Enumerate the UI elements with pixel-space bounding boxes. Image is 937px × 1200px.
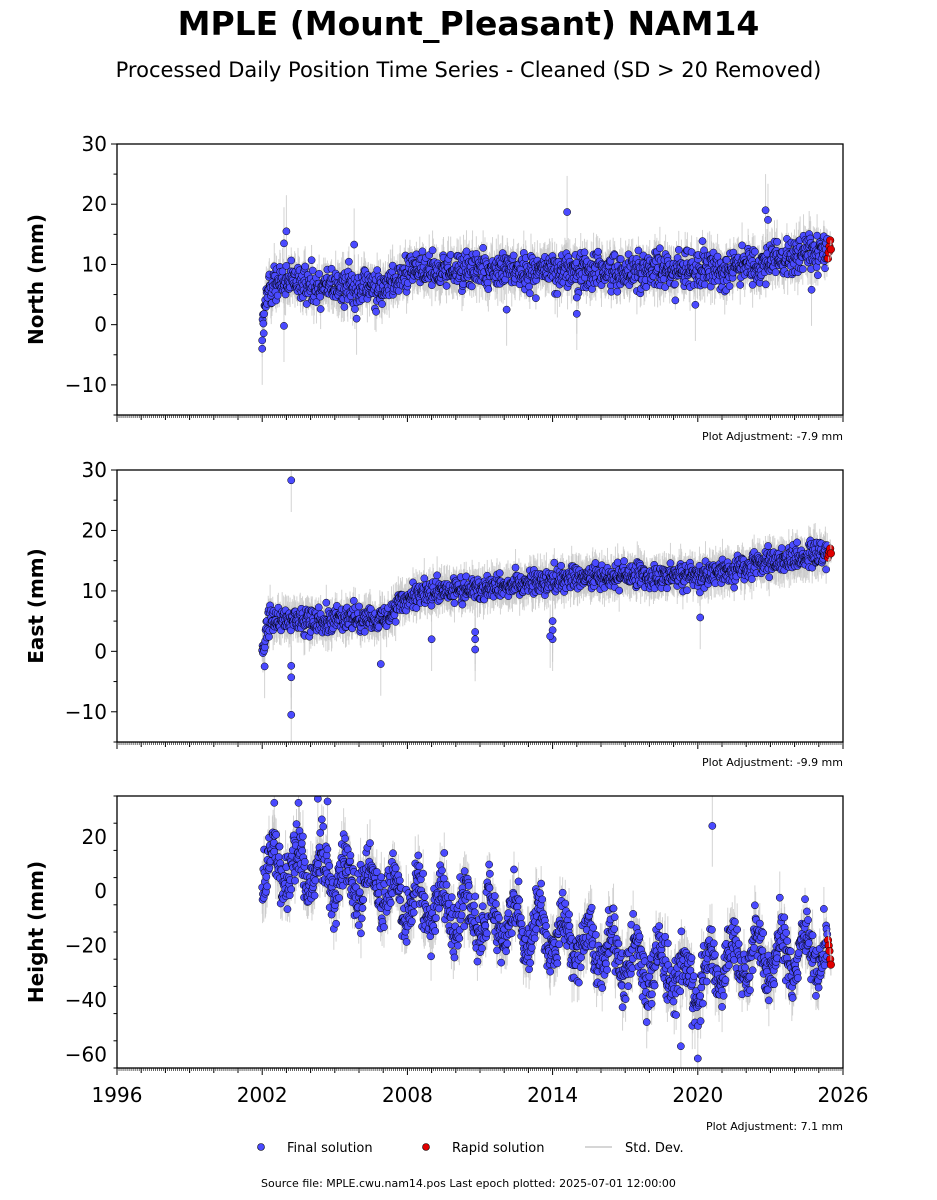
final-point — [287, 256, 296, 265]
final-point — [260, 643, 269, 652]
final-point — [509, 251, 518, 260]
final-point — [725, 282, 734, 290]
final-point — [813, 271, 822, 280]
final-point — [302, 300, 311, 308]
y-tick-label: 10 — [82, 252, 107, 276]
final-point — [736, 281, 745, 289]
final-point — [624, 250, 633, 259]
final-point — [273, 291, 282, 300]
final-point — [307, 256, 316, 265]
final-point — [259, 319, 268, 328]
final-point — [671, 296, 680, 305]
final-point — [427, 281, 436, 290]
y-tick-label: −10 — [65, 373, 107, 397]
final-point — [345, 257, 353, 266]
final-point — [282, 262, 291, 270]
final-point — [656, 244, 664, 253]
final-point — [351, 305, 359, 313]
final-point — [613, 287, 622, 296]
page-title: MPLE (Mount_Pleasant) NAM14 — [177, 4, 760, 43]
final-point — [467, 282, 476, 291]
final-point — [372, 307, 380, 316]
y-tick-label: 20 — [82, 192, 107, 216]
page-subtitle: Processed Daily Position Time Series - C… — [115, 58, 822, 82]
final-point — [634, 246, 643, 255]
final-point — [616, 255, 625, 263]
final-point — [352, 314, 361, 323]
final-point — [280, 239, 288, 248]
final-point — [525, 289, 534, 298]
final-point — [260, 310, 268, 318]
final-point — [674, 246, 683, 254]
final-point — [761, 280, 770, 289]
final-point — [483, 278, 492, 287]
final-point — [316, 305, 325, 313]
final-point — [798, 265, 807, 273]
final-point — [350, 240, 359, 249]
final-point — [315, 269, 323, 278]
final-point — [751, 247, 759, 256]
final-point — [594, 247, 602, 256]
final-point — [258, 344, 267, 353]
north-plot-adjustment: Plot Adjustment: -7.9 mm — [702, 430, 843, 443]
final-point — [259, 329, 268, 338]
final-point — [642, 283, 651, 291]
final-point — [722, 256, 731, 264]
north-axis-label: North (mm) — [24, 214, 48, 345]
final-point — [572, 293, 581, 302]
final-point — [258, 336, 267, 345]
y-tick-label: 0 — [94, 313, 107, 337]
final-point — [761, 206, 770, 215]
final-point — [563, 208, 571, 216]
final-point — [764, 216, 772, 224]
final-point — [282, 227, 291, 236]
final-point — [698, 237, 707, 245]
final-point — [373, 266, 382, 274]
final-point — [418, 247, 427, 256]
final-point — [771, 268, 780, 277]
final-point — [553, 290, 562, 298]
final-point — [340, 303, 349, 311]
final-point — [378, 300, 386, 308]
final-point — [572, 309, 581, 318]
final-point — [691, 300, 700, 309]
final-point — [502, 305, 511, 314]
north-final-points — [258, 206, 832, 353]
y-tick-label: 30 — [82, 132, 107, 156]
rapid-point — [826, 245, 835, 254]
final-point — [484, 285, 493, 293]
final-point — [773, 237, 781, 246]
final-point — [301, 262, 310, 271]
final-point — [479, 244, 487, 252]
final-point — [807, 285, 816, 294]
final-point — [280, 322, 288, 330]
final-point — [446, 250, 455, 259]
rapid-point — [826, 236, 835, 245]
final-point — [580, 248, 589, 257]
final-point — [308, 266, 317, 275]
final-point — [442, 282, 451, 290]
east-final-points — [258, 476, 832, 719]
final-point — [532, 294, 540, 303]
final-point — [428, 246, 437, 255]
final-point — [312, 298, 321, 306]
final-point — [278, 267, 287, 276]
panel-north: −10 0 10 20 30 North (mm) Plot Adjustment: -7.… — [24, 132, 844, 443]
final-point — [813, 231, 821, 240]
final-point — [671, 280, 679, 288]
